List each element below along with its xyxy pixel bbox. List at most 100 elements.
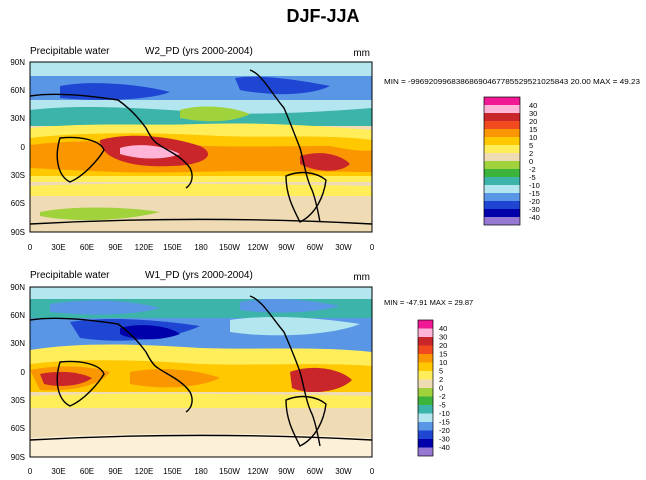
legend-label: 10 (529, 133, 537, 142)
map-fill-band (30, 62, 372, 76)
legend-swatch (484, 121, 520, 129)
legend-label: -20 (439, 426, 450, 435)
legend-label: 40 (439, 324, 447, 333)
panel-top-legend: 40 30 20 15 10 5 2 0 -2 -5 -10 -15 -20 -… (483, 96, 540, 226)
ytick-label: 90N (10, 58, 25, 67)
panel-top-xticks: 0 30E 60E 90E 120E 150E 180 150W 120W 90… (28, 243, 375, 252)
panel-bottom-variable: Precipitable water (30, 270, 110, 281)
legend-swatch (484, 113, 520, 121)
legend-label: -15 (529, 189, 540, 198)
legend-swatch (418, 439, 433, 448)
map-fill-band (240, 299, 340, 313)
xtick-label: 150E (163, 243, 182, 252)
xtick-label: 60E (80, 467, 94, 476)
ytick-label: 30S (11, 396, 25, 405)
legend-label: 0 (529, 157, 533, 166)
legend-label: -20 (529, 197, 540, 206)
coastline (30, 218, 372, 225)
coastline (285, 395, 327, 447)
panel-top-stats: MIN = -996920996838686904677855295210258… (384, 77, 640, 86)
legend-label: 10 (439, 358, 447, 367)
ytick-label: 90N (10, 283, 25, 292)
legend-label: 2 (439, 375, 443, 384)
legend-label: 5 (529, 141, 533, 150)
xtick-label: 150W (219, 467, 240, 476)
panel-top-title: W2_PD (yrs 2000-2004) (145, 46, 253, 57)
legend-swatch (484, 185, 520, 193)
legend-swatch (484, 169, 520, 177)
map-fill-band (235, 76, 330, 95)
coastline (30, 93, 193, 189)
ytick-label: 60S (11, 424, 25, 433)
panel-bottom-units: mm (353, 272, 370, 283)
legend-label: -40 (439, 443, 450, 452)
legend-swatch (418, 379, 433, 388)
legend-swatch (484, 177, 520, 185)
xtick-label: 0 (28, 467, 33, 476)
legend-swatch (418, 405, 433, 414)
legend-label: -2 (529, 165, 536, 174)
coastline (285, 171, 327, 223)
legend-swatch (484, 153, 520, 161)
legend-label: 15 (529, 125, 537, 134)
legend-label: 2 (529, 149, 533, 158)
map-fill-band (120, 325, 180, 340)
ytick-label: 90S (11, 228, 25, 237)
panel-top: Precipitable water W2_PD (yrs 2000-2004)… (10, 46, 640, 252)
legend-swatch (418, 371, 433, 380)
legend-swatch (418, 337, 433, 346)
legend-label: -40 (529, 213, 540, 222)
xtick-label: 30E (51, 467, 65, 476)
main-title: DJF-JJA (286, 6, 359, 26)
legend-label: 20 (529, 117, 537, 126)
panel-top-frame (29, 61, 373, 233)
legend-label: 5 (439, 367, 443, 376)
legend-swatch (418, 320, 433, 329)
xtick-label: 90W (278, 467, 295, 476)
map-fill-band (50, 300, 160, 315)
legend-swatch (418, 447, 433, 456)
legend-label: 20 (439, 341, 447, 350)
legend-swatch (418, 345, 433, 354)
xtick-label: 30W (335, 243, 352, 252)
legend-frame (417, 319, 434, 457)
panel-bottom-yticks: 90N 60N 30N 0 30S 60S 90S (10, 283, 25, 462)
panel-top-yticks: 90N 60N 30N 0 30S 60S 90S (10, 58, 25, 237)
map-fill-band (300, 153, 350, 171)
legend-swatch (484, 217, 520, 225)
map-fill-band (230, 317, 360, 336)
legend-swatch (418, 422, 433, 431)
ytick-label: 60S (11, 199, 25, 208)
legend-swatch (484, 161, 520, 169)
panel-bottom-legend: 40 30 20 15 10 5 2 0 -2 -5 -10 -15 -20 -… (417, 319, 450, 457)
legend-label: -15 (439, 418, 450, 427)
legend-swatch (418, 430, 433, 439)
xtick-label: 60E (80, 243, 94, 252)
legend-frame (483, 96, 521, 226)
xtick-label: 120E (135, 467, 154, 476)
map-fill-band (30, 183, 372, 196)
xtick-label: 90E (108, 243, 122, 252)
ytick-label: 60N (10, 311, 25, 320)
legend-label: -10 (529, 181, 540, 190)
legend-swatch (484, 97, 520, 105)
legend-label: -2 (439, 392, 446, 401)
xtick-label: 0 (28, 243, 33, 252)
map-fill-band (40, 207, 160, 221)
coastline (30, 434, 372, 441)
coastline (56, 136, 105, 183)
xtick-label: 180 (194, 243, 208, 252)
panel-bottom-title: W1_PD (yrs 2000-2004) (145, 270, 253, 281)
coastline (249, 295, 321, 447)
xtick-label: 60W (307, 243, 324, 252)
ytick-label: 60N (10, 86, 25, 95)
legend-label: -30 (529, 205, 540, 214)
legend-label: -30 (439, 435, 450, 444)
xtick-label: 150E (163, 467, 182, 476)
legend-swatch (484, 137, 520, 145)
ytick-label: 0 (21, 368, 26, 377)
xtick-label: 180 (194, 467, 208, 476)
legend-label: -5 (529, 173, 536, 182)
legend-swatch (484, 201, 520, 209)
